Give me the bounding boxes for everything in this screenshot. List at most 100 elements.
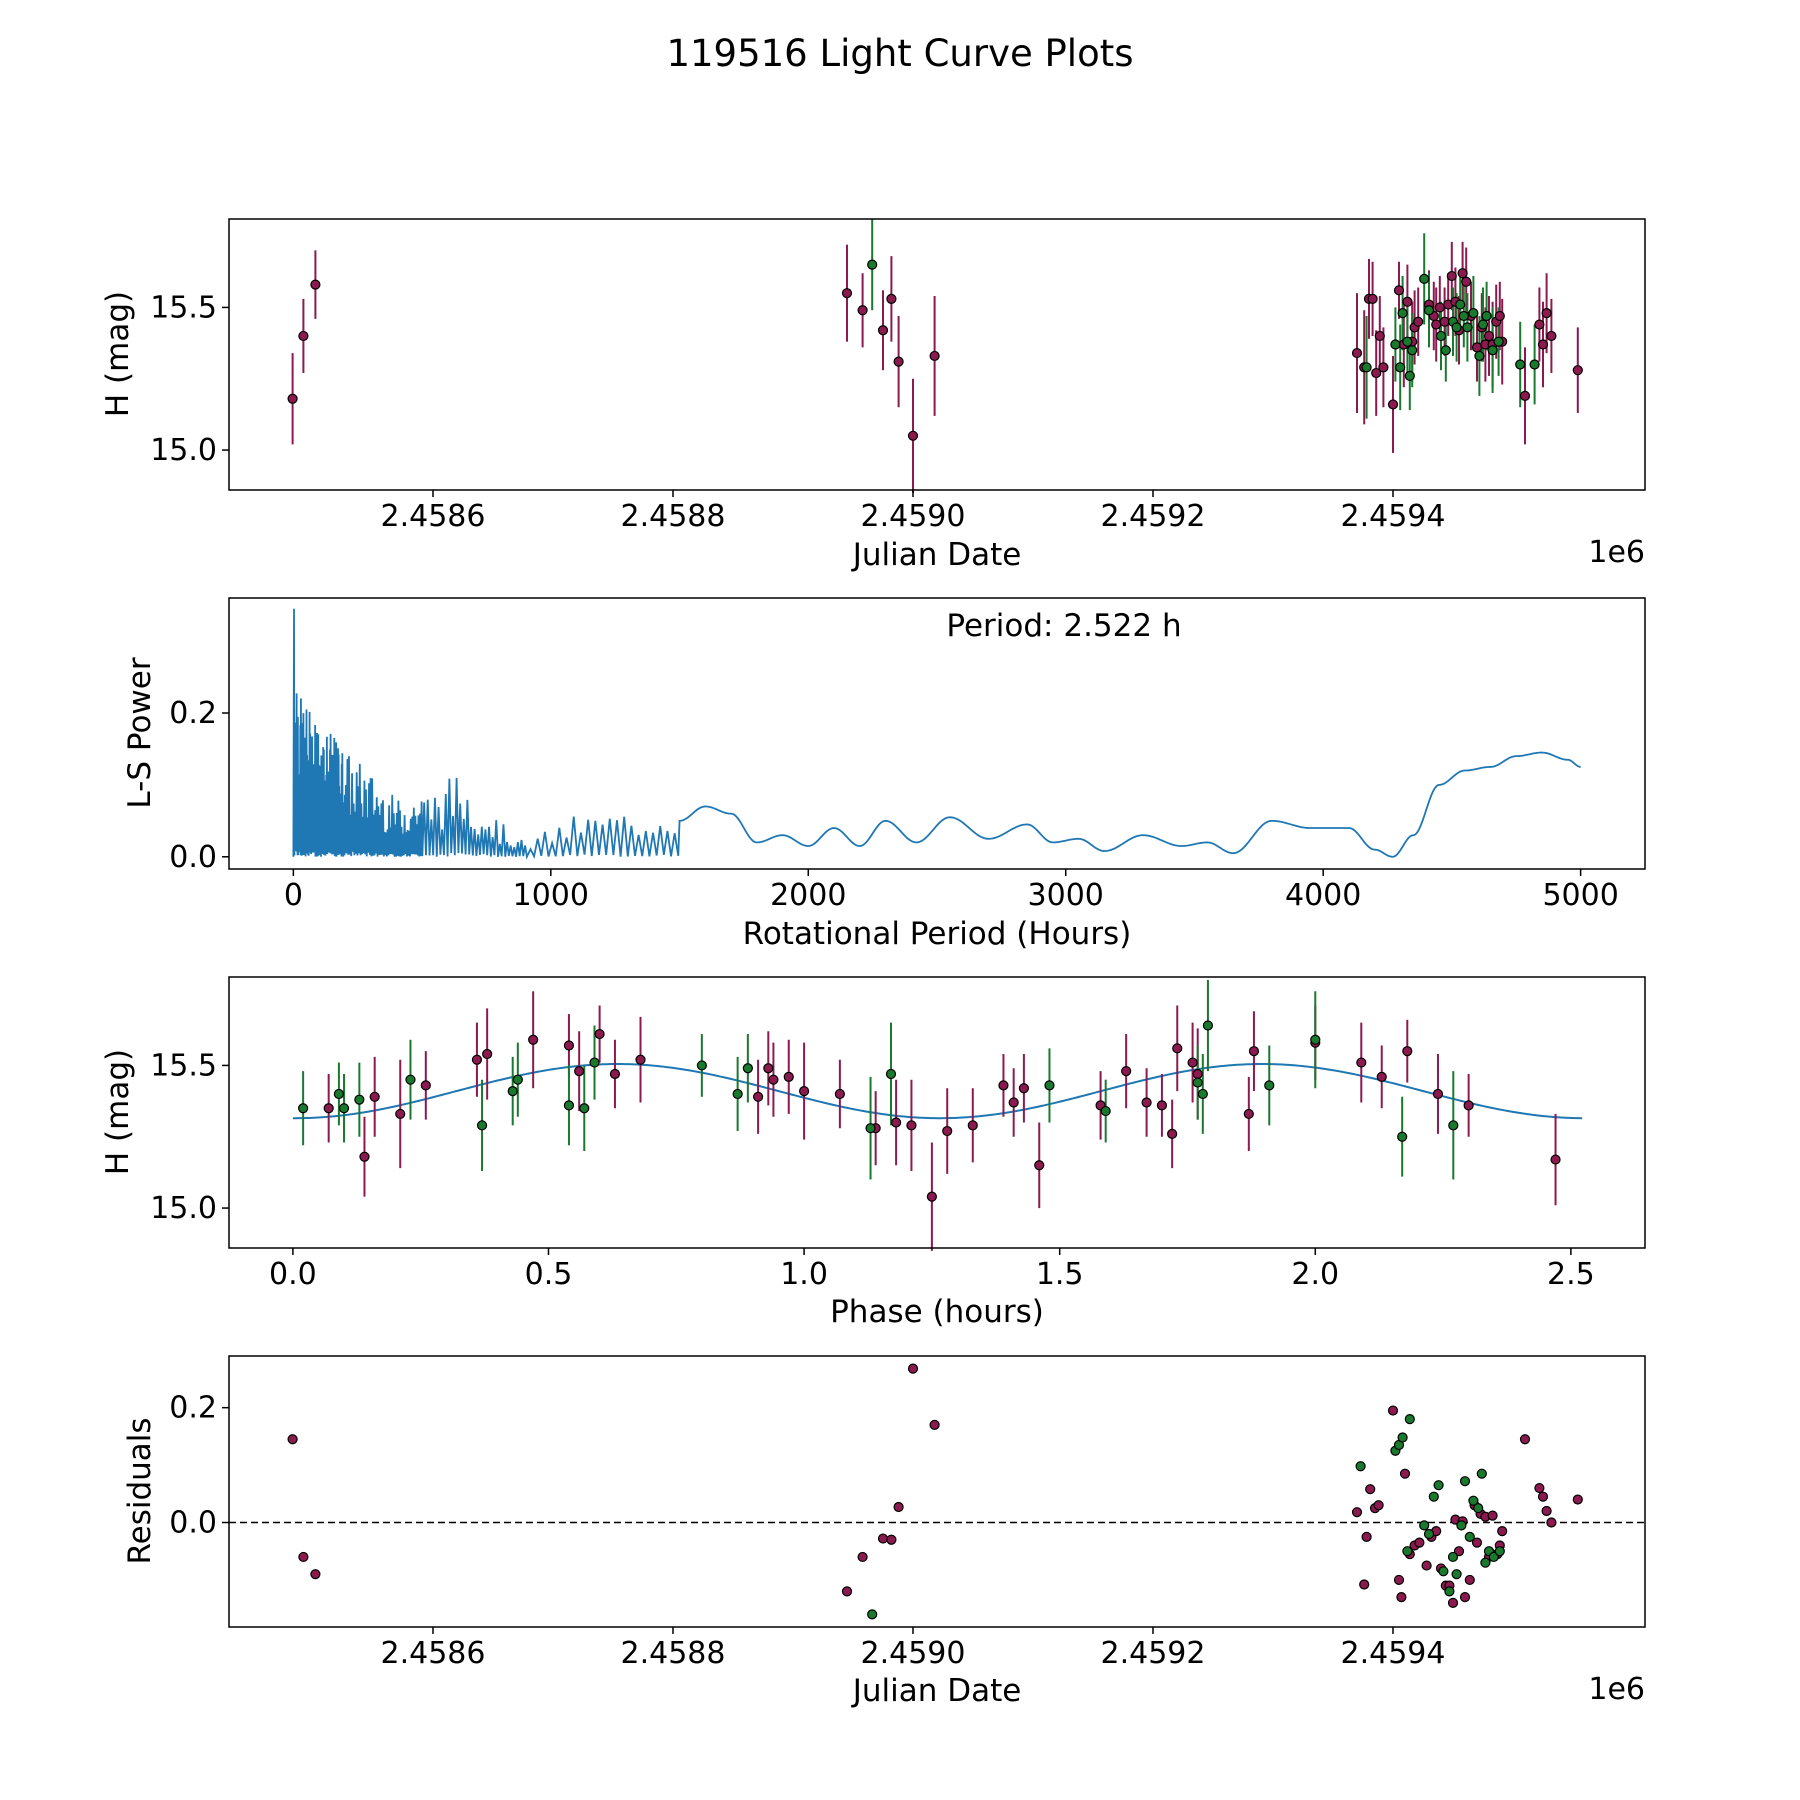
lightcurve-point-green xyxy=(1404,370,1415,381)
residuals-xtick-label: 2.4590 xyxy=(861,1636,966,1671)
periodogram-ylabel: L-S Power xyxy=(122,657,158,808)
periodogram-line xyxy=(292,608,1581,860)
residuals-point-green xyxy=(1438,1566,1449,1577)
lightcurve-point-green xyxy=(1440,345,1451,356)
phased-point-magenta xyxy=(635,1054,646,1065)
lightcurve-point-magenta xyxy=(1439,316,1450,327)
phased-point-magenta xyxy=(798,1086,810,1097)
residuals-ylabel: Residuals xyxy=(122,1417,158,1564)
phased-point-magenta xyxy=(1356,1057,1367,1068)
lightcurve-point-magenta xyxy=(1546,330,1557,342)
residuals-point-magenta xyxy=(1459,1592,1471,1603)
residuals-point-green xyxy=(1423,1528,1435,1540)
phased-point-magenta xyxy=(1243,1108,1254,1120)
lightcurve-point-magenta xyxy=(1446,270,1457,282)
lightcurve-point-magenta xyxy=(1483,330,1495,342)
phased-point-magenta xyxy=(563,1040,575,1051)
lightcurve-point-magenta xyxy=(1494,310,1505,322)
lightcurve-point-magenta xyxy=(1374,330,1385,342)
phased-point-green xyxy=(512,1074,523,1085)
lightcurve-point-magenta xyxy=(893,356,904,367)
phased-xtick-label: 0.0 xyxy=(269,1257,317,1292)
phased-point-magenta xyxy=(528,1034,539,1045)
lightcurve-xtick-label: 2.4590 xyxy=(861,499,966,534)
phased-point-magenta xyxy=(891,1117,902,1128)
phased-point-green xyxy=(1264,1080,1275,1091)
residuals-point-magenta xyxy=(893,1501,904,1513)
phased-point-magenta xyxy=(1402,1046,1413,1057)
phased-point-green xyxy=(865,1123,876,1134)
phased-xtick-label: 2.0 xyxy=(1291,1257,1339,1292)
residuals-point-magenta xyxy=(1373,1500,1384,1511)
phased-point-magenta xyxy=(1248,1046,1260,1057)
lightcurve-xtick-label: 2.4586 xyxy=(381,499,486,534)
phased-point-green xyxy=(742,1063,753,1074)
residuals-point-magenta xyxy=(1572,1494,1583,1505)
phased-point-green xyxy=(732,1088,743,1100)
phased-point-green xyxy=(1397,1131,1408,1142)
phased-fit-curve xyxy=(292,1063,1583,1120)
phased-point-magenta xyxy=(1187,1057,1198,1068)
residuals-point-green xyxy=(1468,1495,1479,1506)
lightcurve-point-magenta xyxy=(1434,302,1445,313)
residuals-point-green xyxy=(1402,1546,1413,1557)
residuals-xlabel: Julian Date xyxy=(851,1673,1022,1709)
phased-point-magenta xyxy=(942,1125,953,1137)
lightcurve-xtick-label: 2.4594 xyxy=(1341,499,1446,534)
lightcurve-point-green xyxy=(1361,362,1372,373)
lightcurve-point-magenta xyxy=(1537,339,1549,350)
lightcurve-point-magenta xyxy=(310,279,321,290)
residuals-point-magenta xyxy=(1421,1560,1432,1571)
lightcurve-xlabel: Julian Date xyxy=(851,537,1022,573)
lightcurve-point-magenta xyxy=(907,430,919,441)
phased-point-magenta xyxy=(926,1191,937,1202)
phased-point-magenta xyxy=(420,1080,431,1091)
lightcurve-point-green xyxy=(1419,273,1430,285)
residuals-point-green xyxy=(1456,1520,1467,1531)
phased-point-magenta xyxy=(1550,1154,1561,1165)
phased-point-magenta xyxy=(752,1091,764,1102)
residuals-point-magenta xyxy=(1453,1546,1465,1557)
residuals-point-green xyxy=(1355,1461,1366,1472)
lightcurve-point-green xyxy=(1481,310,1492,322)
residuals-point-magenta xyxy=(1414,1537,1425,1548)
lightcurve-xtick-label: 2.4588 xyxy=(621,499,726,534)
phased-point-magenta xyxy=(471,1054,483,1065)
phased-point-magenta xyxy=(1121,1066,1132,1077)
residuals-offset-text: 1e6 xyxy=(1588,1672,1645,1707)
residuals-point-green xyxy=(1447,1551,1459,1563)
residuals-point-magenta xyxy=(841,1586,853,1597)
residuals-point-magenta xyxy=(1393,1574,1405,1586)
phased-point-magenta xyxy=(359,1151,370,1162)
lightcurve-point-magenta xyxy=(1367,293,1378,304)
residuals-xtick-label: 2.4594 xyxy=(1341,1636,1446,1671)
periodogram-xtick-label: 3000 xyxy=(1028,878,1104,913)
residuals-point-magenta xyxy=(1361,1531,1372,1542)
lightcurve-point-magenta xyxy=(1378,362,1389,373)
periodogram-annotation: Period: 2.522 h xyxy=(946,608,1181,644)
residuals-point-green xyxy=(1433,1480,1444,1491)
lightcurve-point-magenta xyxy=(1413,316,1424,327)
lightcurve-point-magenta xyxy=(1461,276,1472,287)
lightcurve-point-green xyxy=(1435,330,1447,342)
periodogram-xtick-label: 5000 xyxy=(1542,878,1618,913)
periodogram-xtick-label: 4000 xyxy=(1285,878,1361,913)
lightcurve-frame xyxy=(228,218,1646,491)
lightcurve-point-magenta xyxy=(1431,319,1442,330)
residuals-point-green xyxy=(1476,1468,1487,1479)
residuals-point-magenta xyxy=(1471,1537,1483,1548)
phased-point-magenta xyxy=(783,1071,794,1082)
residuals-point-magenta xyxy=(1534,1482,1545,1494)
lightcurve-point-magenta xyxy=(1457,268,1468,279)
residuals-point-magenta xyxy=(287,1434,298,1445)
residuals-xtick-label: 2.4586 xyxy=(381,1636,486,1671)
lightcurve-point-magenta xyxy=(886,293,897,304)
phased-point-magenta xyxy=(1008,1097,1019,1108)
lightcurve-point-green xyxy=(1468,308,1479,319)
lightcurve-offset-text: 1e6 xyxy=(1588,535,1645,570)
lightcurve-point-magenta xyxy=(1351,347,1363,359)
phased-panel: 0.0 0.5 1.0 1.5 2.0 2.5 15.0 15.5 Phase (hours)… xyxy=(100,976,1646,1330)
phased-point-magenta xyxy=(369,1091,380,1102)
phased-point-green xyxy=(354,1094,365,1105)
